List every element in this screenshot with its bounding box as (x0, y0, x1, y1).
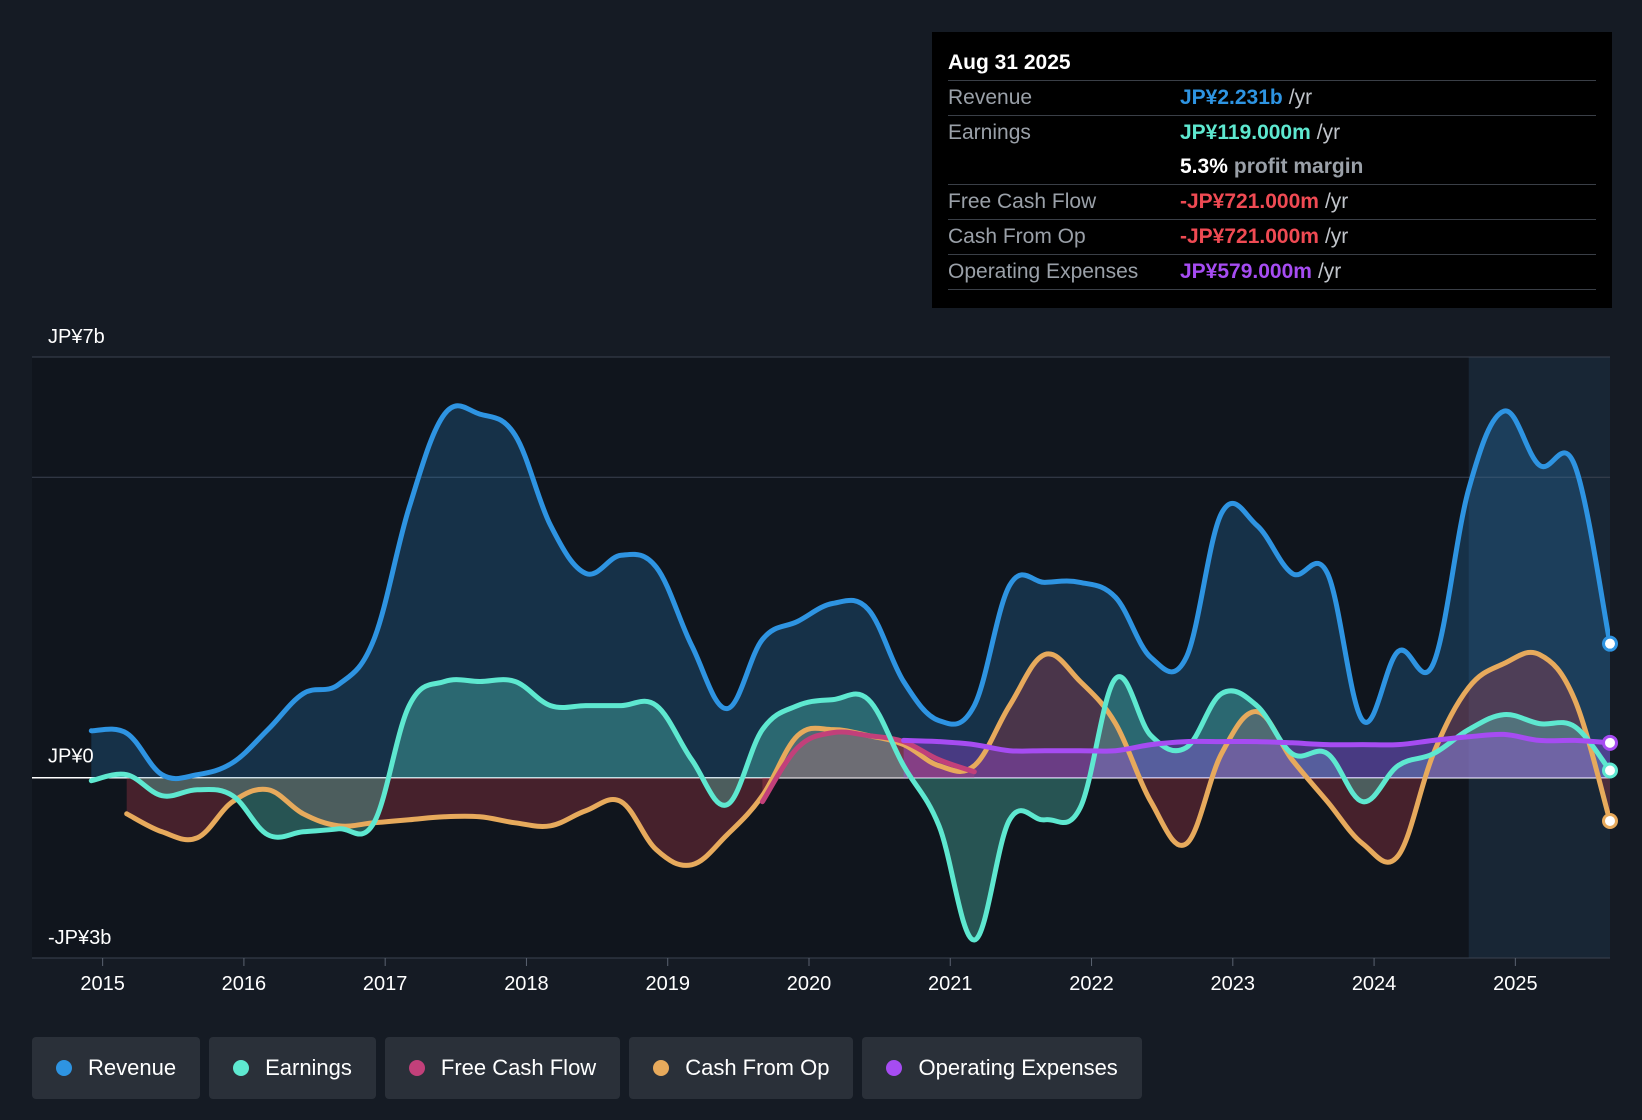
x-tick-label: 2021 (928, 973, 973, 995)
legend-item-cash-from-op[interactable]: Cash From Op (629, 1037, 854, 1099)
y-tick-label: JP¥0 (48, 746, 94, 768)
tooltip-value: JP¥119.000m (1180, 121, 1311, 144)
tooltip-unit: profit margin (1233, 155, 1364, 178)
earnings-end-marker (1602, 762, 1618, 779)
legend-label: Revenue (88, 1055, 177, 1080)
x-tick-label: 2025 (1493, 973, 1538, 995)
legend-label: Cash From Op (685, 1055, 830, 1080)
cash-from-op-area (126, 652, 1610, 866)
tooltip-label (948, 150, 1180, 184)
x-tick-label: 2020 (787, 973, 832, 995)
tooltip-row-profit-margin: 5.3% profit margin (948, 150, 1596, 185)
legend-item-earnings[interactable]: Earnings (209, 1037, 376, 1099)
legend-item-free-cash-flow[interactable]: Free Cash Flow (384, 1037, 621, 1099)
tooltip-value: JP¥2.231b (1180, 86, 1283, 109)
free-cash-flow-line (759, 729, 977, 805)
legend-dot-icon (408, 1060, 425, 1076)
series-end-markers (1602, 635, 1618, 829)
cash-from-op-end-marker (1602, 812, 1618, 829)
legend-dot-icon (233, 1060, 250, 1076)
tooltip-label: Revenue (948, 86, 1033, 109)
x-tick-label: 2023 (1211, 973, 1256, 995)
revenue-end-marker (1602, 635, 1618, 652)
free-cash-flow-area (762, 731, 975, 802)
legend-dot-icon (886, 1060, 903, 1076)
tooltip-date: Aug 31 2025 (948, 46, 1596, 81)
tooltip-label: Cash From Op (948, 225, 1086, 248)
legend-item-operating-expenses[interactable]: Operating Expenses (862, 1037, 1142, 1099)
legend-label: Free Cash Flow (440, 1055, 597, 1080)
tooltip-row-operating-expenses: Operating Expenses JP¥579.000m /yr (948, 255, 1596, 290)
tooltip-row-free-cash-flow: Free Cash Flow -JP¥721.000m /yr (948, 185, 1596, 220)
x-tick-label: 2024 (1352, 973, 1397, 995)
operating-expenses-line (901, 731, 1610, 754)
earnings-line (88, 674, 1610, 943)
x-tick-label: 2015 (80, 973, 125, 995)
tooltip-unit: /yr (1288, 86, 1313, 109)
tooltip-row-earnings: Earnings JP¥119.000m /yr (948, 116, 1596, 150)
legend-label: Earnings (265, 1055, 352, 1080)
chart-legend: Revenue Earnings Free Cash Flow Cash Fro… (32, 1037, 1142, 1099)
tooltip-label: Operating Expenses (948, 260, 1139, 283)
legend-dot-icon (56, 1060, 72, 1076)
tooltip-value: 5.3% (1180, 155, 1228, 178)
x-tick-label: 2022 (1069, 973, 1114, 995)
tooltip-row-revenue: Revenue JP¥2.231b /yr (948, 81, 1596, 116)
legend-dot-icon (653, 1060, 670, 1076)
revenue-area (91, 405, 1610, 779)
operating-expenses-area (903, 734, 1610, 778)
tooltip-unit: /yr (1316, 121, 1341, 144)
tooltip-row-cash-from-op: Cash From Op -JP¥721.000m /yr (948, 220, 1596, 255)
x-tick-label: 2017 (363, 973, 408, 995)
tooltip-value: -JP¥721.000m (1180, 190, 1319, 213)
legend-item-revenue[interactable]: Revenue (32, 1037, 201, 1099)
revenue-line (88, 403, 1610, 782)
tooltip-unit: /yr (1324, 190, 1349, 213)
tooltip-value: -JP¥721.000m (1180, 225, 1319, 248)
y-tick-label: JP¥7b (48, 326, 105, 348)
y-tick-label: -JP¥3b (48, 927, 111, 949)
hover-tooltip: Aug 31 2025 Revenue JP¥2.231b /yr Earnin… (932, 32, 1612, 308)
tooltip-label: Free Cash Flow (948, 190, 1097, 213)
tooltip-label: Earnings (948, 121, 1031, 144)
tooltip-unit: /yr (1317, 260, 1342, 283)
tooltip-unit: /yr (1324, 225, 1349, 248)
legend-label: Operating Expenses (918, 1055, 1118, 1080)
recent-period-highlight (1468, 357, 1610, 958)
operating-expenses-end-marker (1602, 734, 1618, 751)
gridlines (32, 356, 1610, 959)
x-tick-label: 2018 (504, 973, 549, 995)
x-tick-label: 2016 (222, 973, 267, 995)
axes: JP¥7b JP¥0 -JP¥3b 2015 2016 2017 2018 2019 2020 2… (48, 326, 1538, 995)
x-tick-label: 2019 (645, 973, 690, 995)
tooltip-value: JP¥579.000m (1180, 260, 1312, 283)
series-lines (88, 403, 1610, 943)
